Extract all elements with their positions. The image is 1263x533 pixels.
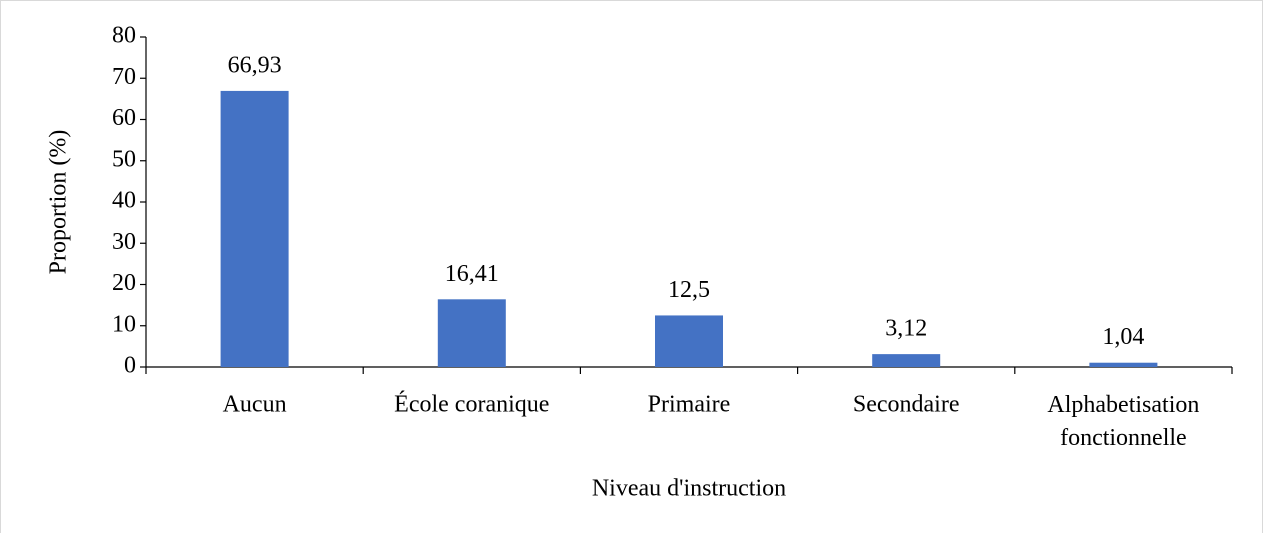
x-tick-label: École coranique [394,392,549,418]
y-tick-label: 80 [112,23,136,49]
y-tick-label: 70 [112,64,136,90]
y-tick-label: 10 [112,311,136,337]
y-tick-label: 0 [124,353,136,379]
bar [220,90,289,367]
x-tick-label: Aucun [223,392,287,418]
x-tick-label: Secondaire [853,392,960,418]
value-label: 3,12 [885,316,927,342]
value-label: 16,41 [445,261,499,287]
y-tick-label: 60 [112,105,136,131]
bar [437,299,506,367]
y-tick-label: 50 [112,146,136,172]
x-tick-label: Alphabetisation fonctionnelle [1047,392,1199,451]
y-axis-title: Proportion (%) [46,130,72,275]
bar [1089,362,1158,367]
bar [655,315,723,367]
y-tick-label: 20 [112,270,136,296]
value-label: 66,93 [228,52,282,78]
x-tick-label: Primaire [648,392,731,418]
x-axis-title: Niveau d'instruction [592,476,786,502]
bar [872,354,941,367]
value-label: 1,04 [1102,324,1144,350]
value-label: 12,5 [668,277,710,303]
y-tick-label: 30 [112,229,136,255]
y-tick-label: 40 [112,188,136,214]
